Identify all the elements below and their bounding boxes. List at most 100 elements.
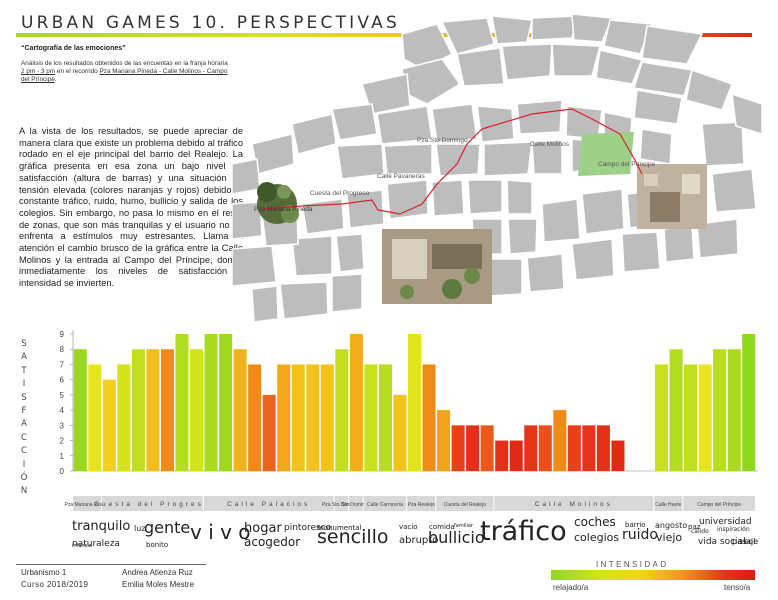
chart-bar [553, 410, 567, 471]
y-tick-label: 2 [60, 437, 65, 446]
x-segment-band [334, 496, 349, 511]
chart-ylabel-letter: N [20, 486, 28, 497]
y-tick-label: 1 [60, 452, 65, 461]
chart-bar [335, 349, 349, 471]
emotion-word: vacío [399, 523, 418, 531]
emotion-word: tráfico [480, 516, 567, 547]
campo-del-principe-park [578, 132, 634, 176]
chart-bar [437, 410, 451, 471]
chart-bar [393, 394, 407, 471]
chart-bar [190, 349, 204, 471]
y-tick-label: 9 [60, 330, 65, 339]
analysis-end: . [54, 76, 57, 83]
chart-ylabel-letter: A [21, 419, 27, 430]
emotion-word: sol [744, 537, 756, 546]
chart-bar [407, 334, 422, 471]
x-segment-label: Calle Huete [655, 502, 681, 508]
chart-ylabel-letter: Ó [20, 473, 28, 484]
y-tick-label: 5 [60, 391, 65, 400]
chart-bar [611, 440, 625, 471]
intensity-title: INTENSIDAD [596, 560, 669, 569]
footer-divider [16, 564, 206, 565]
map-label-mariana: Pza Mariana Pineda [254, 206, 313, 213]
chart-bar [248, 364, 262, 471]
chart-ylabel-letter: T [21, 365, 27, 376]
map-label-pavaneras: Calle Pavaneras [377, 173, 425, 180]
chart-bar [291, 364, 305, 471]
emotion-word: sencillo [317, 526, 389, 548]
chart-bar [538, 425, 552, 471]
y-tick-label: 0 [60, 467, 65, 476]
emotion-word: bonito [146, 541, 169, 549]
emotion-word: barrio [625, 521, 646, 529]
x-segment-label: Pza Sto Domingo [322, 502, 361, 508]
x-segment-band [494, 496, 654, 511]
y-tick-label: 3 [60, 421, 65, 430]
chart-bar [102, 379, 116, 471]
chart-bar [378, 364, 392, 471]
emotion-words: tranquilo luz gente naturaleza bonito infanci… [72, 512, 762, 557]
chart-bar [73, 349, 87, 471]
analysis-time: 2 pm - 3 pm [21, 68, 56, 75]
emotion-word: coches [574, 515, 616, 529]
chart-bar [88, 364, 102, 471]
emotion-word: ruido [622, 527, 658, 543]
emotion-word: comida [429, 523, 455, 531]
emotion-word: cálido [691, 528, 709, 535]
chart-ylabel-letter: C [21, 432, 27, 443]
chart-bar [160, 349, 174, 471]
x-segment-label: Calle Carnicería [367, 502, 403, 508]
x-segment-band [654, 496, 683, 511]
chart-ylabel-letter: F [21, 406, 27, 417]
intensity-gradient [551, 570, 755, 580]
y-tick-label: 8 [60, 345, 65, 354]
aerial-photo-park [257, 182, 299, 224]
emotion-word: gente [144, 518, 191, 537]
y-tick-label: 7 [60, 360, 65, 369]
chart-bar [727, 349, 741, 471]
x-segment-label: Calle Molinos [535, 501, 613, 508]
chart-bar [655, 364, 669, 471]
chart-bar [233, 349, 247, 471]
analysis-mid: en el recorrido [55, 68, 100, 75]
x-segment-band [102, 496, 203, 511]
chart-bar [742, 334, 756, 471]
analysis-description: Análisis de los resultados obtenidos de … [21, 60, 231, 84]
chart-bar [466, 425, 480, 471]
subtitle: “Cartografía de las emociones” [21, 45, 126, 52]
emotion-word: acogedor [244, 535, 301, 549]
chart-ylabel-letter: I [22, 459, 26, 470]
chart-bar [684, 364, 698, 471]
x-segment-band [203, 496, 334, 511]
x-segment-band [407, 496, 436, 511]
chart-bar [451, 425, 465, 471]
title-gradient-bar [16, 33, 752, 37]
emotion-word: familiar [454, 523, 473, 529]
chart-bar [131, 349, 145, 471]
chart-bar [349, 334, 363, 471]
aerial-photo-convent [382, 229, 492, 304]
chart-bar [219, 334, 233, 471]
analysis-route: Pza Mariana Pineda - Calle Molinos - Cam… [21, 68, 228, 83]
x-segment-band [363, 496, 407, 511]
x-segment-label: Pza Realejo [408, 502, 435, 508]
map-label-sto-domingo: Pza Sto Domingo [417, 137, 468, 144]
neighborhood-map: Pza Sto Domingo Calle Molinos Campo del … [232, 14, 762, 323]
chart-ylabel-letter: I [22, 379, 26, 390]
map-label-molinos: Calle Molinos [530, 141, 570, 148]
chart-bar [117, 364, 131, 471]
chart-ylabel-letter: A [21, 352, 27, 363]
emotion-word: paz [688, 523, 701, 531]
x-segment-label: Pza Mariana Pineda [65, 502, 110, 508]
chart-bar [306, 364, 320, 471]
analysis-prefix: Análisis de los resultados obtenidos de … [21, 60, 228, 67]
route-line [261, 108, 643, 215]
chart-bar [698, 364, 712, 471]
x-segment-label: Cuesta del Realejo [444, 502, 486, 508]
x-segment-label: Campo del Príncipe [697, 502, 741, 508]
map-label-campo: Campo del Príncipe [598, 161, 655, 168]
map-label-progreso: Cuesta del Progreso [310, 190, 370, 197]
intensity-low-label: relajado/a [553, 583, 589, 592]
x-segment-band [73, 496, 102, 511]
